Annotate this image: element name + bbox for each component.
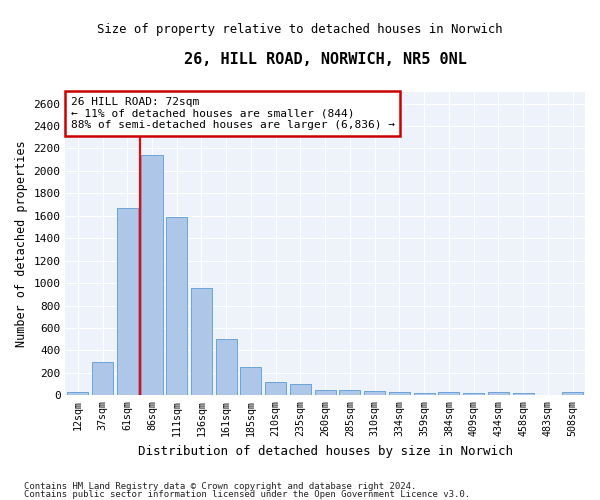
Bar (92, 362, 113, 396)
Title: 26, HILL ROAD, NORWICH, NR5 0NL: 26, HILL ROAD, NORWICH, NR5 0NL (184, 52, 467, 68)
Bar (413, 393, 434, 396)
Text: Size of property relative to detached houses in Norwich: Size of property relative to detached ho… (97, 22, 503, 36)
Bar (67, 392, 88, 396)
Bar (340, 390, 361, 396)
Bar (290, 384, 311, 396)
Bar (538, 394, 559, 396)
Text: Contains public sector information licensed under the Open Government Licence v3: Contains public sector information licen… (24, 490, 470, 499)
Bar (488, 392, 509, 396)
Text: Contains HM Land Registry data © Crown copyright and database right 2024.: Contains HM Land Registry data © Crown c… (24, 482, 416, 491)
Y-axis label: Number of detached properties: Number of detached properties (15, 140, 28, 347)
Bar (562, 392, 583, 396)
Bar (166, 217, 187, 396)
Bar (265, 382, 286, 396)
Bar (314, 390, 336, 396)
Bar (241, 367, 262, 396)
X-axis label: Distribution of detached houses by size in Norwich: Distribution of detached houses by size … (138, 444, 513, 458)
Bar (512, 393, 533, 396)
Bar (463, 393, 484, 396)
Text: 26 HILL ROAD: 72sqm
← 11% of detached houses are smaller (844)
88% of semi-detac: 26 HILL ROAD: 72sqm ← 11% of detached ho… (71, 97, 395, 130)
Bar (439, 392, 460, 396)
Bar (142, 155, 163, 396)
Bar (364, 392, 385, 396)
Bar (117, 208, 138, 396)
Bar (216, 339, 237, 396)
Bar (191, 288, 212, 396)
Bar (389, 392, 410, 396)
